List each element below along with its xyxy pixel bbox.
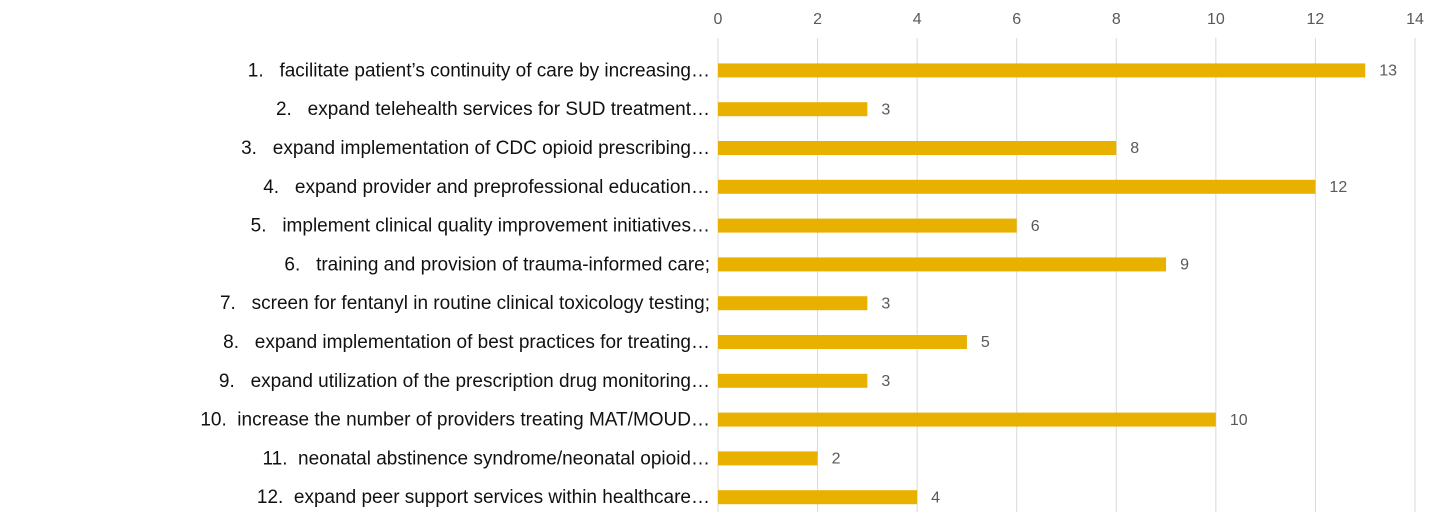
x-tick-label: 8 xyxy=(1112,11,1121,28)
value-label: 3 xyxy=(881,373,890,390)
y-tick-label: 9. expand utilization of the prescriptio… xyxy=(219,371,710,392)
value-label: 4 xyxy=(931,489,940,506)
y-tick-label: 11. neonatal abstinence syndrome/neonata… xyxy=(262,448,710,469)
bar xyxy=(718,490,918,505)
value-label: 12 xyxy=(1329,179,1347,196)
x-tick-label: 2 xyxy=(813,11,822,28)
y-tick-label: 12. expand peer support services within … xyxy=(257,487,710,508)
bar xyxy=(718,141,1117,155)
x-tick-label: 0 xyxy=(714,11,723,28)
x-tick-label: 6 xyxy=(1012,11,1021,28)
x-tick-label: 10 xyxy=(1207,11,1225,28)
bar xyxy=(718,296,868,311)
bar xyxy=(718,179,1316,194)
bar xyxy=(718,218,1017,233)
y-tick-label: 2. expand telehealth services for SUD tr… xyxy=(276,99,710,120)
value-label: 10 xyxy=(1230,412,1248,429)
value-label: 5 xyxy=(981,334,990,351)
y-tick-label: 1. facilitate patient’s continuity of ca… xyxy=(248,60,710,81)
y-tick-label: 4. expand provider and preprofessional e… xyxy=(263,177,710,198)
value-label: 6 xyxy=(1031,218,1040,235)
x-tick-label: 4 xyxy=(913,11,922,28)
value-label: 2 xyxy=(832,451,841,468)
bar xyxy=(718,451,818,466)
bar xyxy=(718,373,868,388)
value-label: 13 xyxy=(1379,63,1397,80)
bar xyxy=(718,102,868,117)
value-label: 3 xyxy=(881,101,890,118)
x-tick-label: 12 xyxy=(1307,11,1325,28)
bar xyxy=(718,257,1167,272)
y-tick-label: 5. implement clinical quality improvemen… xyxy=(251,216,710,237)
bar xyxy=(718,412,1216,427)
y-tick-label: 8. expand implementation of best practic… xyxy=(223,332,710,353)
value-label: 8 xyxy=(1130,140,1139,157)
y-tick-label: 6. training and provision of trauma-info… xyxy=(284,254,710,275)
bar xyxy=(718,63,1366,78)
y-tick-label: 7. screen for fentanyl in routine clinic… xyxy=(220,293,710,314)
bar xyxy=(718,335,967,349)
x-tick-label: 14 xyxy=(1406,11,1424,28)
value-label: 3 xyxy=(881,295,890,312)
y-tick-label: 3. expand implementation of CDC opioid p… xyxy=(241,138,710,159)
y-tick-label: 10. increase the number of providers tre… xyxy=(200,410,710,431)
value-label: 9 xyxy=(1180,257,1189,274)
